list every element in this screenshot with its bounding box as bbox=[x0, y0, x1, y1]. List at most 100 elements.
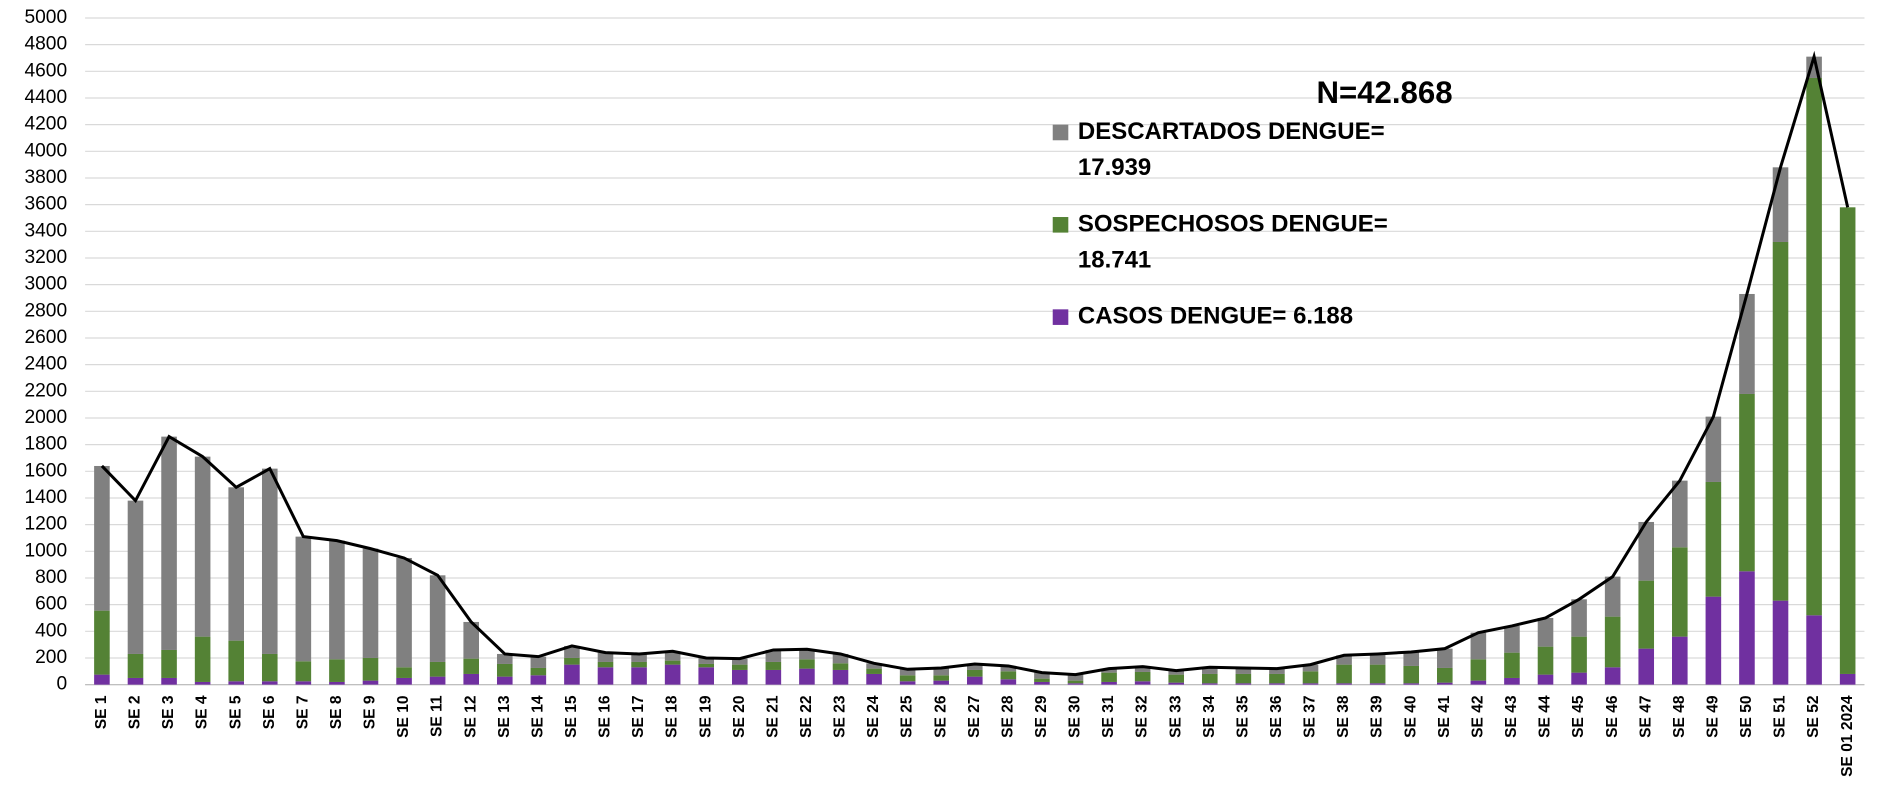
x-tick-label: SE 6 bbox=[261, 695, 278, 729]
x-tick-label: SE 28 bbox=[999, 695, 1016, 738]
bar-segment bbox=[564, 664, 580, 685]
bar-segment bbox=[1638, 521, 1655, 581]
bar-segment bbox=[194, 456, 211, 637]
bar-segment bbox=[161, 649, 177, 678]
bar-segment bbox=[362, 657, 379, 681]
bar-segment bbox=[1504, 677, 1520, 685]
bar-segment bbox=[832, 663, 849, 670]
bar-segment bbox=[127, 653, 144, 678]
y-tick-label: 2000 bbox=[24, 407, 67, 428]
bar-segment bbox=[1101, 668, 1117, 673]
bar-segment bbox=[1269, 683, 1285, 685]
bar-segment bbox=[1839, 207, 1856, 674]
bar-segment bbox=[1571, 599, 1587, 637]
bar-segment bbox=[966, 663, 983, 670]
bar-segment bbox=[866, 673, 882, 685]
x-tick-label: SE 14 bbox=[529, 695, 546, 738]
bar-segment bbox=[1672, 547, 1688, 637]
bar-segment bbox=[228, 640, 244, 682]
bar-segment bbox=[1067, 683, 1084, 685]
y-tick-label: 3400 bbox=[24, 220, 67, 241]
x-tick-label: SE 2 bbox=[127, 695, 144, 729]
bar-segment bbox=[161, 436, 177, 650]
y-tick-label: 3600 bbox=[24, 194, 67, 215]
y-tick-label: 1000 bbox=[24, 540, 67, 561]
bar-segment bbox=[698, 667, 715, 685]
x-tick-label: SE 24 bbox=[865, 695, 882, 738]
bar-segment bbox=[799, 659, 815, 669]
x-tick-label: SE 27 bbox=[966, 695, 983, 737]
bar-segment bbox=[564, 645, 580, 658]
bar-segment bbox=[731, 658, 748, 665]
y-tick-label: 1600 bbox=[24, 460, 67, 481]
bar-segment bbox=[1739, 393, 1755, 572]
y-tick-label: 3000 bbox=[24, 274, 67, 295]
bar-segment bbox=[1470, 680, 1487, 685]
bar-segment bbox=[1470, 659, 1487, 681]
legend-label: DESCARTADOS DENGUE= 17.939 bbox=[1077, 118, 1385, 182]
bar-segment bbox=[1302, 671, 1319, 684]
bar-segment bbox=[1403, 665, 1420, 684]
bar-segment bbox=[1638, 648, 1655, 685]
bar-segment bbox=[94, 610, 110, 675]
y-tick-label: 0 bbox=[56, 674, 67, 695]
x-tick-label: SE 15 bbox=[563, 695, 580, 738]
bar-segment bbox=[765, 669, 782, 685]
bar-segment bbox=[530, 656, 547, 668]
bar-segment bbox=[1000, 679, 1017, 685]
y-tick-label: 4800 bbox=[24, 34, 67, 55]
bar-segment bbox=[899, 681, 916, 685]
bar-segment bbox=[1235, 667, 1252, 674]
x-tick-label: SE 25 bbox=[899, 695, 916, 738]
bar-segment bbox=[1705, 416, 1722, 482]
bar-segment bbox=[1201, 667, 1218, 674]
bar-segment bbox=[94, 674, 110, 685]
x-tick-label: SE 36 bbox=[1268, 695, 1285, 738]
bar-segment bbox=[1839, 673, 1856, 685]
bar-segment bbox=[1201, 683, 1218, 685]
legend-label: SOSPECHOSOS DENGUE= 18.741 bbox=[1077, 211, 1388, 274]
x-tick-label: SE 23 bbox=[832, 695, 849, 738]
bar-segment bbox=[832, 669, 849, 685]
bar-segment bbox=[1369, 653, 1386, 665]
bar-segment bbox=[1638, 580, 1655, 649]
legend-swatch bbox=[1052, 124, 1069, 141]
bar-segment bbox=[1672, 480, 1688, 548]
x-tick-label: SE 26 bbox=[932, 695, 949, 738]
x-tick-label: SE 16 bbox=[597, 695, 614, 738]
x-tick-label: SE 11 bbox=[429, 695, 446, 737]
bar-segment bbox=[295, 661, 312, 682]
x-tick-label: SE 43 bbox=[1503, 695, 1520, 738]
bar-segment bbox=[194, 636, 211, 682]
bar-segment bbox=[1604, 576, 1621, 617]
x-tick-label: SE 48 bbox=[1671, 695, 1688, 738]
bar-segment bbox=[329, 681, 345, 685]
legend-item: CASOS DENGUE= 6.188 bbox=[1052, 299, 1426, 335]
bar-segment bbox=[1336, 664, 1352, 684]
bar-segment bbox=[1537, 617, 1554, 647]
bar-segment bbox=[161, 677, 177, 685]
bar-segment bbox=[496, 676, 513, 685]
bar-segment bbox=[1336, 683, 1352, 685]
x-tick-label: SE 9 bbox=[362, 695, 379, 729]
bar-segment bbox=[1369, 664, 1386, 684]
y-tick-label: 2600 bbox=[24, 327, 67, 348]
bar-segment bbox=[496, 653, 513, 664]
bar-segment bbox=[1269, 673, 1285, 684]
bar-segment bbox=[396, 677, 412, 685]
bar-segment bbox=[1101, 672, 1117, 682]
x-tick-label: SE 29 bbox=[1033, 695, 1050, 738]
bar-segment bbox=[295, 681, 312, 685]
bar-segment bbox=[664, 660, 681, 665]
y-tick-label: 3800 bbox=[24, 167, 67, 188]
bar-segment bbox=[1672, 636, 1688, 685]
bar-segment bbox=[362, 680, 379, 685]
bar-segment bbox=[194, 681, 211, 685]
bar-segment bbox=[1034, 678, 1050, 682]
legend-label: CASOS DENGUE= 6.188 bbox=[1077, 303, 1354, 330]
bar-segment bbox=[1101, 681, 1117, 685]
bar-segment bbox=[1067, 680, 1084, 684]
bar-segment bbox=[1336, 655, 1352, 665]
bar-segment bbox=[1504, 625, 1520, 653]
